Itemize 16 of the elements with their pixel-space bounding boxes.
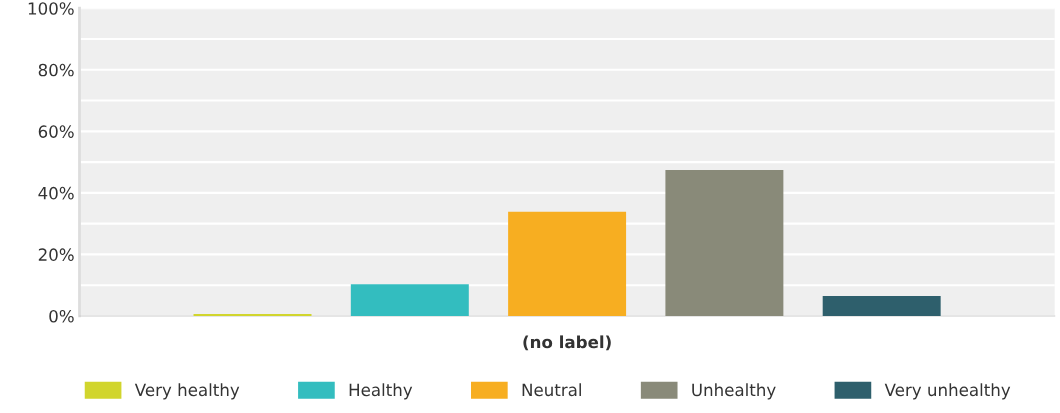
bar [508, 211, 627, 316]
y-tick-label: 100% [28, 2, 74, 15]
y-tick-label: 0% [49, 309, 74, 323]
bar [822, 295, 941, 316]
legend-label: Neutral [522, 383, 581, 397]
legend-label: Very unhealthy [884, 383, 1011, 400]
legend-label: Healthy [349, 383, 413, 400]
y-tick-label: 40% [38, 186, 74, 200]
x-tick-label: (no label) [523, 335, 611, 351]
y-tick-label: 60% [38, 125, 74, 138]
y-tick-label: 80% [38, 63, 74, 77]
bar [665, 170, 784, 316]
legend-label: Unhealthy [692, 383, 776, 400]
y-tick-label: 20% [38, 248, 74, 261]
bar [350, 284, 469, 316]
legend-label: Very healthy [134, 383, 240, 400]
